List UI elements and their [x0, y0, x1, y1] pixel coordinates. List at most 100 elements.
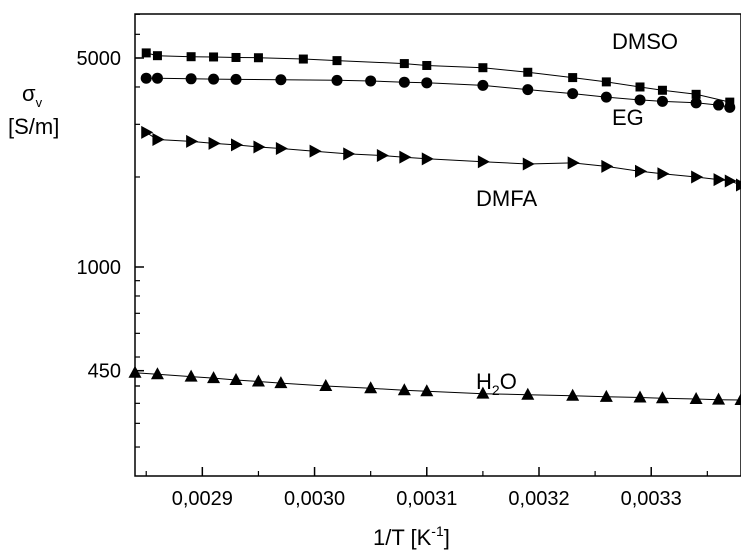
data-point-h2o — [128, 365, 142, 378]
series-label-eg: EG — [612, 105, 644, 130]
data-point-dmfa — [724, 174, 737, 188]
data-point-eg — [275, 74, 287, 86]
h2o-sub: 2 — [492, 382, 500, 398]
data-point-dmfa — [713, 173, 726, 187]
data-point-h2o — [521, 387, 535, 400]
h2o-tail: O — [500, 369, 517, 394]
data-point-h2o — [734, 393, 741, 406]
data-point-dmso — [399, 59, 409, 69]
x-tick-label: 0,0031 — [396, 488, 457, 510]
data-point-eg — [656, 95, 668, 107]
y-sigma-sub: v — [36, 95, 43, 110]
data-point-eg — [724, 101, 736, 113]
data-point-h2o — [364, 381, 378, 394]
data-point-dmfa — [231, 138, 243, 152]
data-point-dmso — [298, 54, 308, 64]
data-point-h2o — [150, 367, 164, 380]
data-point-eg — [185, 73, 197, 85]
data-point-eg — [713, 99, 725, 111]
x-tick-label: 0,0030 — [284, 488, 345, 510]
h2o-main: H — [476, 369, 492, 394]
data-point-dmfa — [635, 164, 647, 178]
x-title-tail: ] — [444, 525, 450, 550]
data-point-eg — [421, 77, 433, 89]
data-point-dmfa — [275, 142, 288, 156]
data-point-dmfa — [152, 132, 165, 146]
data-point-dmso — [141, 48, 151, 58]
data-point-h2o — [274, 376, 288, 389]
y-tick-label: 450 — [88, 361, 121, 383]
y-axis-title-unit: [S/m] — [8, 114, 59, 139]
data-point-eg — [690, 97, 702, 109]
x-title-main: 1/T [K — [373, 525, 432, 550]
data-point-eg — [140, 72, 152, 84]
data-point-eg — [634, 94, 646, 106]
data-point-dmso — [478, 63, 488, 73]
data-point-eg — [151, 72, 163, 84]
data-point-h2o — [712, 392, 726, 405]
data-point-eg — [477, 79, 489, 91]
data-point-dmso — [422, 60, 432, 70]
series-label-h2o: H2O — [476, 369, 517, 398]
data-point-h2o — [420, 384, 434, 397]
y-axis-title-sigma: σv — [22, 81, 43, 110]
data-point-dmfa — [601, 159, 614, 173]
data-point-h2o — [689, 391, 703, 404]
data-point-dmso — [209, 52, 219, 62]
plot-frame — [134, 13, 741, 477]
data-point-h2o — [251, 374, 265, 387]
x-axis-title: 1/T [K-1] — [373, 523, 450, 550]
y-tick-label: 5000 — [77, 48, 122, 70]
data-point-dmfa — [736, 178, 741, 192]
y-tick-label: 1000 — [77, 257, 122, 279]
data-point-eg — [567, 88, 579, 100]
data-point-dmfa — [208, 136, 221, 150]
data-point-h2o — [229, 372, 243, 385]
data-point-dmfa — [691, 170, 704, 184]
data-point-dmso — [186, 52, 196, 62]
data-point-dmfa — [477, 155, 490, 169]
x-tick-label: 0,0032 — [508, 488, 569, 510]
data-point-eg — [522, 84, 534, 96]
data-point-dmfa — [567, 156, 580, 170]
data-point-dmso — [657, 85, 667, 95]
data-point-h2o — [397, 383, 411, 396]
data-point-h2o — [184, 369, 198, 382]
data-point-dmso — [601, 77, 611, 87]
data-point-eg — [600, 91, 612, 103]
data-point-h2o — [633, 390, 647, 403]
data-point-h2o — [655, 391, 669, 404]
data-point-dmfa — [657, 167, 670, 181]
data-point-h2o — [319, 378, 333, 391]
series-h2o — [128, 365, 741, 406]
data-point-dmso — [152, 51, 162, 61]
data-point-dmfa — [421, 152, 434, 166]
data-point-h2o — [566, 388, 580, 401]
data-point-eg — [331, 74, 343, 86]
data-point-dmfa — [399, 150, 412, 164]
data-point-dmfa — [141, 125, 154, 139]
series-line-h2o — [134, 372, 741, 401]
data-point-dmso — [523, 67, 533, 77]
data-point-eg — [398, 76, 410, 88]
data-point-dmso — [568, 73, 578, 83]
data-point-dmso — [231, 52, 241, 62]
series-label-dmfa: DMFA — [476, 186, 537, 211]
series-label-dmso: DMSO — [612, 29, 678, 54]
data-point-dmfa — [522, 157, 535, 171]
data-point-dmfa — [253, 140, 266, 154]
data-point-dmso — [691, 89, 701, 99]
data-point-h2o — [207, 371, 221, 384]
data-point-eg — [365, 75, 377, 87]
x-tick-label: 0,0029 — [172, 488, 233, 510]
ticks-layer: 0,0029 0,0030 0,0031 0,0032 0,0033 450 1000 500… — [77, 13, 708, 510]
data-point-dmso — [332, 56, 342, 66]
data-point-h2o — [599, 389, 613, 402]
series-eg — [140, 72, 736, 113]
data-point-dmfa — [309, 144, 322, 158]
series-layer — [128, 48, 741, 406]
data-point-dmfa — [186, 134, 199, 148]
data-point-dmso — [253, 53, 263, 63]
series-dmso — [141, 48, 735, 107]
